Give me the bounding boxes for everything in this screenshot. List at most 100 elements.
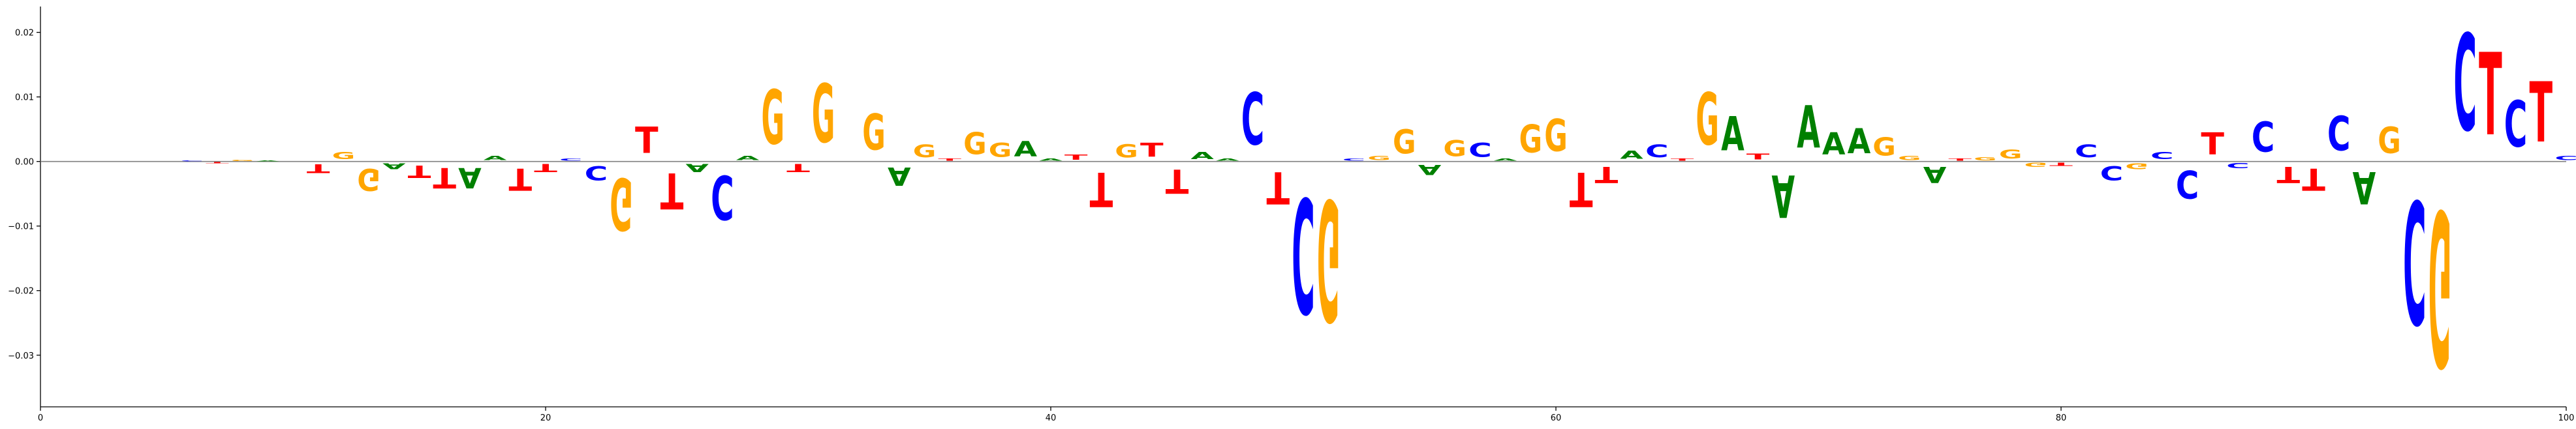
logo-letter-glyph: A xyxy=(1772,162,1795,229)
logo-letter-glyph: A xyxy=(1923,161,1947,186)
logo-letter-glyph: T xyxy=(1595,161,1619,186)
logo-letter-c: C xyxy=(2403,162,2427,357)
logo-letter-glyph: A xyxy=(685,161,709,174)
logo-letter-t: T xyxy=(1267,161,1290,212)
logo-letter-a: A xyxy=(1822,126,1846,161)
logo-letter-a: A xyxy=(484,155,507,162)
logo-letter-glyph: T xyxy=(2049,162,2073,167)
logo-letter-c: C xyxy=(2100,161,2124,183)
logo-letter-glyph: T xyxy=(206,162,229,164)
logo-letter-glyph: T xyxy=(433,161,456,193)
logo-letter-glyph: C xyxy=(1468,140,1492,162)
logo-letter-glyph: A xyxy=(736,155,760,162)
logo-letter-glyph: G xyxy=(762,76,785,162)
logo-letter-c: C xyxy=(2327,108,2351,162)
logo-letter-c: C xyxy=(2504,89,2528,162)
logo-letter-g: G xyxy=(2125,162,2149,171)
logo-letter-g: G xyxy=(862,103,886,162)
logo-letter-glyph: G xyxy=(989,139,1012,161)
logo-letter-glyph: G xyxy=(862,103,886,162)
logo-letter-glyph: T xyxy=(2302,162,2325,198)
logo-letter-glyph: A xyxy=(1494,158,1518,162)
logo-letter-glyph: A xyxy=(1216,158,1240,162)
logo-letter-g: G xyxy=(963,126,987,162)
logo-letter-glyph: C xyxy=(180,160,204,162)
y-tick-label: −0.03 xyxy=(8,351,34,361)
logo-letter-g: G xyxy=(231,160,255,162)
logo-letter-g: G xyxy=(1544,110,1568,162)
logo-letter-c: C xyxy=(2150,150,2174,161)
logo-letter-g: G xyxy=(913,141,937,162)
logo-letter-glyph: A xyxy=(1039,158,1063,162)
x-tick-label: 20 xyxy=(540,413,551,423)
logo-letter-glyph: A xyxy=(1418,161,1442,177)
logo-letter-t: T xyxy=(1570,162,1593,216)
logo-letter-a: A xyxy=(1418,161,1442,177)
logo-letter-a: A xyxy=(685,161,709,174)
logo-letter-glyph: T xyxy=(2201,126,2224,162)
logo-letter-glyph: T xyxy=(1570,162,1593,216)
logo-letter-t: T xyxy=(2479,30,2502,162)
logo-letter-g: G xyxy=(1974,156,1997,162)
logo-letter-glyph: G xyxy=(1898,155,1921,162)
logo-letter-glyph: G xyxy=(913,141,937,162)
logo-letter-c: C xyxy=(1342,158,1366,162)
logo-letter-a: A xyxy=(1494,158,1518,162)
logo-letter-t: T xyxy=(1671,158,1695,162)
logo-letter-t: T xyxy=(408,162,431,181)
logo-letter-g: G xyxy=(357,161,380,197)
logo-letter-glyph: T xyxy=(938,158,962,162)
logo-letter-glyph: A xyxy=(888,162,911,190)
x-tick-label: 40 xyxy=(1046,413,1057,423)
x-tick-label: 80 xyxy=(2056,413,2067,423)
logo-letter-c: C xyxy=(1292,161,1315,344)
logo-letter-a: A xyxy=(888,162,911,190)
logo-letter-glyph: T xyxy=(508,162,532,198)
logo-letter-glyph: G xyxy=(1317,162,1341,355)
logo-letter-c: C xyxy=(1241,78,1265,162)
logo-letter-glyph: G xyxy=(1974,156,1997,162)
x-tick-label: 60 xyxy=(1551,413,1562,423)
logo-letter-g: G xyxy=(1999,147,2023,162)
logo-letter-t: T xyxy=(508,162,532,198)
logo-letter-glyph: G xyxy=(2025,162,2048,168)
logo-letter-a: A xyxy=(1772,162,1795,229)
logo-letter-c: C xyxy=(2453,7,2477,161)
logo-letter-t: T xyxy=(1090,162,1113,216)
logo-letter-c: C xyxy=(2075,141,2098,162)
logo-letter-glyph: G xyxy=(1696,78,1719,162)
logo-letter-g: G xyxy=(1115,140,1138,162)
logo-letter-glyph: G xyxy=(1367,155,1391,162)
logo-letter-glyph: C xyxy=(2226,162,2250,170)
logo-letter-a: A xyxy=(1190,150,1214,162)
y-tick-label: 0.01 xyxy=(15,93,34,103)
logo-letter-t: T xyxy=(2201,126,2224,162)
logo-letter-c: C xyxy=(2252,114,2275,162)
x-tick-label: 100 xyxy=(2558,413,2575,423)
logo-letter-glyph: C xyxy=(2176,162,2199,207)
logo-letter-glyph: G xyxy=(357,161,380,197)
logo-letter-glyph: T xyxy=(307,161,330,175)
logo-letter-glyph: T xyxy=(1166,161,1189,200)
logo-letter-glyph: T xyxy=(2277,161,2301,186)
logo-letter-t: T xyxy=(2530,65,2553,161)
logo-letter-glyph: G xyxy=(1115,140,1138,162)
logo-letter-glyph: A xyxy=(1822,126,1846,161)
logo-letter-glyph: T xyxy=(1948,158,1972,162)
logo-letter-glyph: G xyxy=(231,160,255,162)
logo-letter-t: T xyxy=(1595,161,1619,186)
logo-letter-glyph: C xyxy=(2453,7,2477,161)
logo-letter-g: G xyxy=(762,76,785,162)
logo-letter-glyph: T xyxy=(1064,153,1088,162)
logo-letter-glyph: T xyxy=(1671,158,1695,162)
logo-letter-g: G xyxy=(2025,162,2048,168)
logo-letter-g: G xyxy=(2378,119,2401,161)
axes: −0.03 −0.02 −0.01 0.00 0.01 0.02 0 20 40 60 80 100 xyxy=(8,7,2574,423)
logo-letter-glyph: T xyxy=(1746,152,1770,162)
logo-letter-t: T xyxy=(938,158,962,162)
logo-letter-glyph: C xyxy=(585,161,608,183)
logo-letter-glyph: G xyxy=(2125,162,2149,171)
logo-letter-t: T xyxy=(2049,162,2073,167)
